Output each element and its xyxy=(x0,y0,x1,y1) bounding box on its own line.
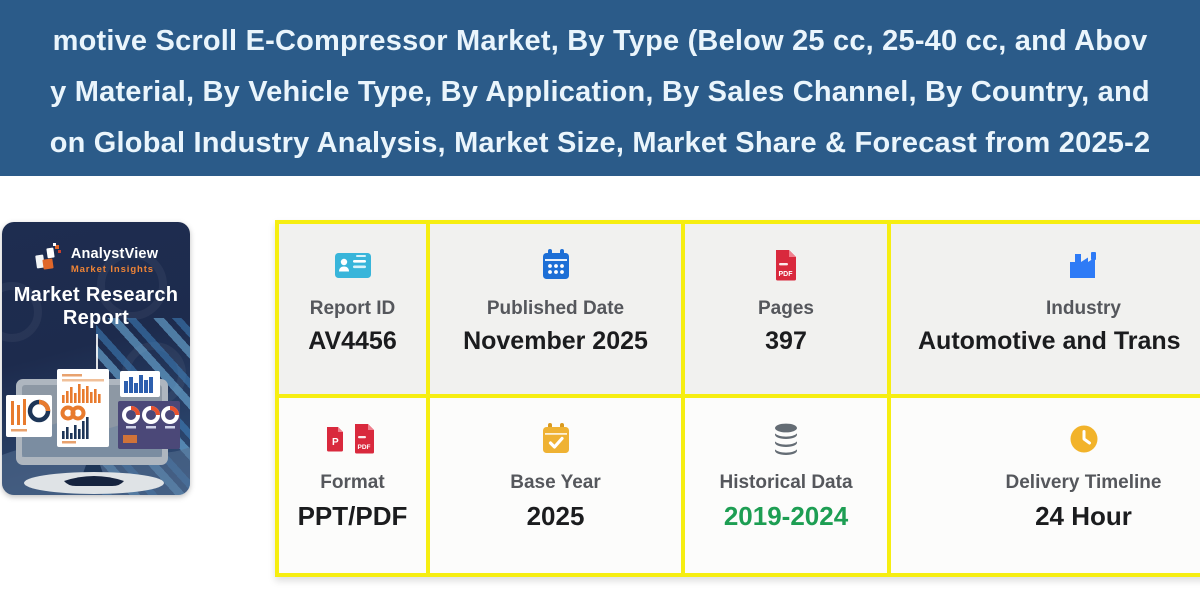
cover-title-line-1: Market Research xyxy=(13,284,179,306)
factory-icon xyxy=(1067,244,1101,286)
cell-published-date: Published Date November 2025 xyxy=(430,224,685,398)
cell-label: Historical Data xyxy=(719,472,853,493)
cell-industry: Industry Automotive and Trans xyxy=(891,224,1200,398)
cell-value: Automotive and Trans xyxy=(918,327,1181,355)
cover-title: Market Research Report xyxy=(2,284,190,330)
cover-decor-circle xyxy=(2,282,42,342)
cover-decor-circle xyxy=(97,250,167,320)
database-icon xyxy=(771,418,801,460)
cell-value: 24 Hour xyxy=(1035,501,1132,531)
pdf-file-icon: PDF xyxy=(773,244,799,286)
cell-base-year: Base Year 2025 xyxy=(430,398,685,573)
cell-historical-data: Historical Data 2019-2024 xyxy=(685,398,891,573)
cell-value: 2019-2024 xyxy=(723,501,849,531)
svg-text:PDF: PDF xyxy=(779,271,794,278)
svg-text:PDF: PDF xyxy=(357,444,370,451)
report-details-grid: Report ID AV4456 Published Date November… xyxy=(275,220,1200,577)
cell-label: Report ID xyxy=(309,298,396,319)
ppt-pdf-files-icon: P PDF xyxy=(324,418,382,460)
brand-name: AnalystView xyxy=(70,246,159,262)
cell-value: 2025 xyxy=(526,501,585,531)
cell-label: Base Year xyxy=(510,472,601,493)
cell-label: Delivery Timeline xyxy=(1005,472,1162,493)
calendar-check-icon xyxy=(541,418,571,460)
cell-pages: PDF Pages 397 xyxy=(685,224,891,398)
report-cover-card: AnalystView Market Insights Market Resea… xyxy=(2,222,190,495)
cell-report-id: Report ID AV4456 xyxy=(279,224,430,398)
page-title-line-3: on Global Industry Analysis, Market Size… xyxy=(49,127,1151,159)
page-title-band: motive Scroll E-Compressor Market, By Ty… xyxy=(0,0,1200,176)
cell-format: P PDF Format PPT/PDF xyxy=(279,398,430,573)
clock-icon xyxy=(1069,418,1099,460)
cell-value: November 2025 xyxy=(463,327,648,355)
page-title-line-1: motive Scroll E-Compressor Market, By Ty… xyxy=(52,25,1148,57)
cell-delivery-timeline: Delivery Timeline 24 Hour xyxy=(891,398,1200,573)
calendar-icon xyxy=(541,244,571,286)
bar-chart-logo-icon xyxy=(34,242,64,279)
cell-value: PPT/PDF xyxy=(297,501,408,531)
cell-value: AV4456 xyxy=(308,327,397,355)
cell-label: Format xyxy=(320,472,385,493)
id-card-icon xyxy=(334,244,372,286)
cell-label: Industry xyxy=(1046,298,1121,319)
cover-connector-line xyxy=(96,334,98,370)
cell-value: 397 xyxy=(765,327,807,355)
cover-title-line-2: Report xyxy=(62,307,130,329)
brand-tagline: Market Insights xyxy=(70,264,154,275)
cell-label: Published Date xyxy=(486,298,625,319)
cell-label: Pages xyxy=(758,298,814,319)
svg-text:P: P xyxy=(332,437,339,448)
page-title-line-2: y Material, By Vehicle Type, By Applicat… xyxy=(50,76,1150,108)
brand-logo-row: AnalystView Market Insights xyxy=(2,242,190,279)
brand-text-block: AnalystView Market Insights xyxy=(71,246,158,275)
